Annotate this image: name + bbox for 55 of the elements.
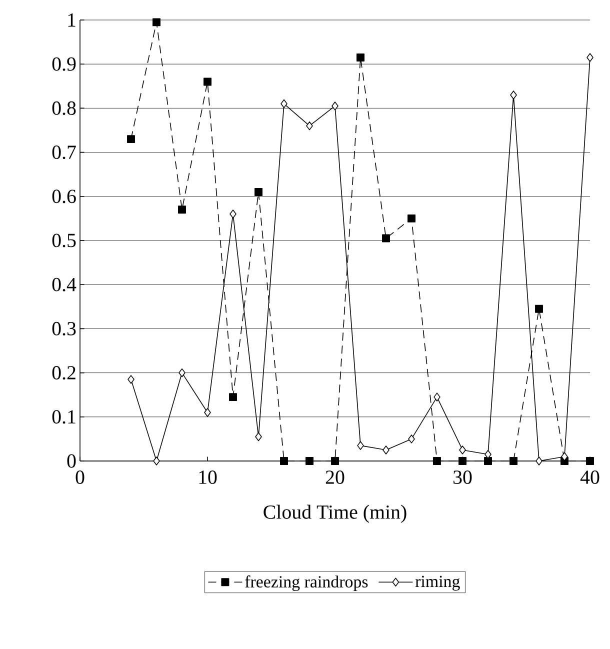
- point: [510, 90, 517, 100]
- point: [357, 441, 364, 450]
- x-axis-title: Cloud Time (min): [264, 504, 406, 523]
- point: [280, 99, 288, 108]
- point: [229, 393, 237, 402]
- point: [382, 234, 390, 242]
- point: [510, 457, 518, 465]
- point: [535, 304, 543, 313]
- point: [586, 457, 594, 465]
- point: [152, 18, 160, 26]
- y-tick-label: 0.8: [52, 101, 76, 115]
- point: [484, 457, 492, 465]
- point: [255, 432, 262, 442]
- point: [127, 135, 135, 144]
- point: [306, 457, 314, 465]
- point: [331, 457, 339, 465]
- y-tick-label: 0.4: [52, 278, 76, 292]
- y-tick-label: 0.6: [52, 190, 76, 204]
- y-tick-label: 0.9: [52, 57, 76, 71]
- point: [484, 450, 492, 459]
- point: [408, 434, 415, 444]
- legend-label: riming: [415, 576, 460, 591]
- point: [178, 206, 186, 214]
- x-tick-label: 40: [580, 470, 600, 484]
- point: [408, 214, 416, 222]
- x-tick-label: 30: [453, 470, 472, 484]
- point: [356, 53, 364, 62]
- y-tick-label: 0.7: [52, 146, 76, 160]
- point: [459, 446, 466, 454]
- point: [230, 210, 236, 218]
- point: [153, 456, 160, 466]
- point: [434, 392, 440, 402]
- y-tick-label: 0: [67, 454, 76, 468]
- y-tick-label: 0.3: [52, 322, 76, 336]
- point: [458, 457, 466, 465]
- point: [332, 102, 338, 110]
- x-tick-label: 20: [326, 470, 344, 484]
- legend-label: freezing raindrops: [245, 575, 368, 592]
- point: [433, 457, 441, 465]
- point: [586, 53, 594, 62]
- point: [536, 456, 542, 466]
- point: [128, 375, 134, 384]
- y-tick-label: 1: [68, 13, 76, 27]
- point: [280, 457, 288, 465]
- y-tick-label: 0.2: [52, 366, 76, 380]
- point: [178, 368, 186, 378]
- y-tick-label: 0.5: [52, 234, 76, 248]
- point: [306, 121, 313, 130]
- point: [204, 408, 211, 417]
- x-tick-label: 10: [199, 470, 217, 484]
- point: [204, 78, 212, 86]
- y-tick-label: 0.1: [52, 410, 76, 424]
- point: [561, 452, 568, 461]
- point: [382, 446, 390, 454]
- point: [254, 188, 262, 196]
